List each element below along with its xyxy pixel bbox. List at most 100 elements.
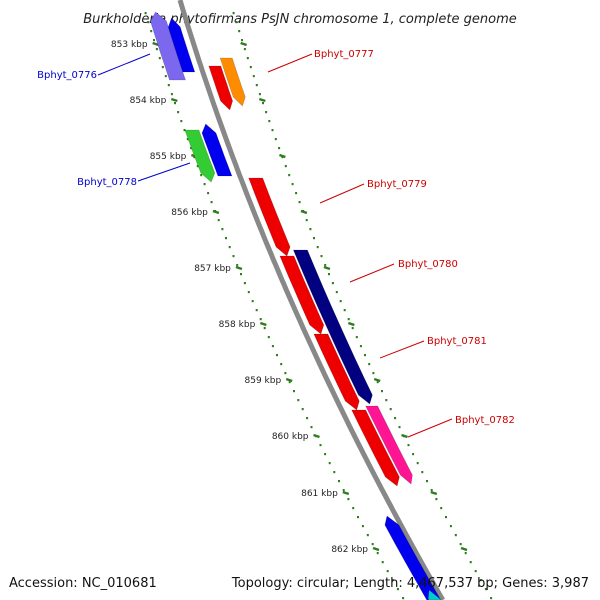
scale-arc-outer-dot: [288, 174, 291, 177]
scale-arc-inner-dot: [236, 264, 239, 267]
scale-arc-outer-dot: [479, 579, 482, 582]
scale-arc-inner-dot: [381, 561, 384, 564]
scale-arc-inner-dot: [259, 318, 262, 321]
callout-line: [97, 53, 151, 76]
scale-arc-outer-dot: [464, 552, 467, 555]
scale-arc-inner-dot: [190, 147, 193, 150]
scale-arc-outer-dot: [449, 525, 452, 528]
tick-mark-outer: [300, 209, 308, 215]
scale-arc-outer-dot: [389, 408, 392, 411]
scale-arc-inner-dot: [203, 183, 206, 186]
scale-arc-outer-dot: [249, 66, 252, 69]
tick-mark-outer: [258, 97, 266, 103]
scale-arc-outer-dot: [246, 57, 249, 60]
gene-label-bphyt-0780[interactable]: Bphyt_0780: [398, 259, 458, 270]
callout-line: [137, 162, 191, 182]
scale-arc-outer-dot: [320, 255, 323, 258]
scale-arc-inner-dot: [210, 201, 213, 204]
scale-arc-inner-dot: [174, 102, 176, 105]
scale-arc-inner-dot: [183, 129, 186, 132]
scale-arc-outer-dot: [385, 399, 388, 402]
scale-arc-outer-dot: [255, 84, 258, 87]
tick-label: 858 kbp: [219, 320, 256, 330]
genome-summary-text: Topology: circular; Length: 4,467,537 bp…: [231, 576, 589, 591]
tick-mark-outer: [373, 377, 381, 383]
scale-arc-inner-dot: [196, 165, 199, 168]
gene-arrow-bphyt-0780: [292, 249, 373, 405]
callout-line: [407, 418, 453, 438]
scale-arc-outer-dot: [440, 507, 443, 510]
scale-arc-inner-dot: [297, 399, 300, 402]
callout-line: [319, 183, 365, 204]
gene-arrow-forward-blue: [167, 17, 196, 73]
tick-mark-inner: [372, 546, 380, 552]
scale-arc-inner-dot: [301, 408, 304, 411]
gene-arrow-forward-blue: [201, 123, 233, 177]
scale-arc-inner-dot: [376, 552, 379, 555]
tick-mark-inner: [212, 209, 220, 215]
scale-arc-inner-dot: [153, 39, 155, 42]
scale-arc-outer-dot: [309, 228, 312, 231]
scale-arc-outer-dot: [454, 534, 457, 537]
tick-mark-inner: [342, 490, 350, 496]
gene-arrow-forward-blue: [384, 515, 442, 600]
scale-arc-inner-dot: [271, 345, 274, 348]
gene-arrow-reverse-red: [351, 409, 400, 487]
scale-arc-outer-dot: [474, 570, 477, 573]
scale-arc-outer-dot: [351, 327, 354, 330]
scale-arc-outer-dot: [271, 129, 274, 132]
gene-label-bphyt-0779[interactable]: Bphyt_0779: [367, 179, 427, 190]
tick-label: 860 kbp: [272, 432, 309, 442]
gene-label-bphyt-0782[interactable]: Bphyt_0782: [455, 415, 515, 426]
scale-arc-inner-dot: [240, 273, 242, 276]
scale-arc-inner-dot: [147, 21, 150, 24]
gene-arrow-reverse-red: [208, 65, 233, 111]
scale-arc-inner-dot: [306, 417, 309, 420]
scale-arc-outer-dot: [398, 426, 401, 429]
gene-arrow-bphyt-0782: [365, 405, 413, 485]
scale-arc-inner-dot: [170, 93, 173, 96]
scale-arc-inner-dot: [177, 111, 180, 114]
scale-arc-inner-dot: [396, 588, 399, 591]
scale-arc-inner-dot: [276, 354, 278, 357]
tick-mark-inner: [170, 97, 178, 103]
scale-arc-inner-dot: [247, 291, 250, 294]
scale-arc-inner-dot: [167, 84, 170, 87]
gene-arrow-bphyt-0777: [219, 57, 246, 107]
scale-arc-inner-dot: [347, 498, 350, 501]
scale-arc-outer-dot: [484, 588, 487, 591]
scale-arc-outer-dot: [313, 237, 315, 240]
scale-arc-outer-dot: [232, 12, 235, 15]
tick-label: 857 kbp: [194, 264, 231, 274]
scale-arc-outer-dot: [435, 498, 438, 501]
scale-arc-inner-dot: [158, 57, 161, 60]
scale-arc-outer-dot: [238, 30, 241, 33]
scale-arc-inner-dot: [161, 66, 164, 69]
scale-arc-inner-dot: [342, 489, 345, 492]
scale-arc-inner-dot: [352, 507, 355, 510]
scale-arc-inner-dot: [319, 444, 322, 447]
gene-label-bphyt-0778[interactable]: Bphyt_0778: [77, 177, 137, 188]
scale-arc-outer-dot: [372, 372, 375, 375]
gene-label-bphyt-0776[interactable]: Bphyt_0776: [37, 70, 97, 81]
scale-arc-inner-dot: [288, 381, 291, 384]
scale-arc-outer-dot: [355, 336, 358, 339]
scale-arc-outer-dot: [347, 318, 350, 321]
scale-arc-inner-dot: [333, 471, 336, 474]
scale-arc-outer-dot: [394, 417, 397, 420]
scale-arc-inner-dot: [324, 453, 327, 456]
callout-line: [267, 53, 313, 73]
gene-label-bphyt-0777[interactable]: Bphyt_0777: [314, 49, 374, 60]
scale-arc-outer-dot: [274, 138, 277, 141]
gene-label-bphyt-0781[interactable]: Bphyt_0781: [427, 336, 487, 347]
tick-mark-inner: [235, 265, 243, 271]
scale-arc-outer-dot: [368, 363, 371, 366]
gene-arrow-forward-cyan: [427, 589, 442, 600]
tick-label: 861 kbp: [301, 489, 338, 499]
scale-arc-inner-dot: [221, 228, 224, 231]
scale-arc-outer-dot: [426, 480, 428, 483]
scale-arc-outer-dot: [331, 282, 334, 285]
scale-arc-inner-dot: [293, 390, 295, 393]
scale-arc-outer-dot: [376, 381, 379, 384]
